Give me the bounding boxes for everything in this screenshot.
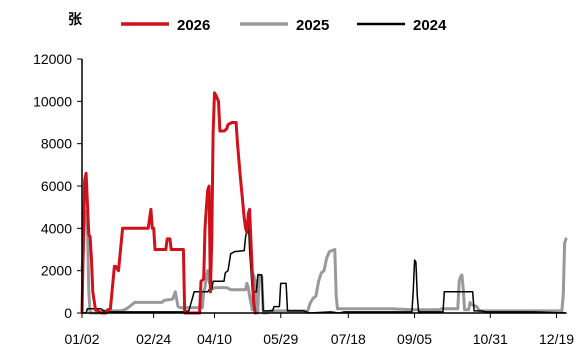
x-tick-label: 02/24 xyxy=(136,331,171,347)
y-tick-label: 4000 xyxy=(41,220,72,236)
series-line-2025 xyxy=(80,209,568,315)
series-layer xyxy=(80,91,568,315)
x-tick-label: 12/19 xyxy=(539,331,574,347)
y-axis-unit-label: 张 xyxy=(68,12,83,28)
y-tick-label: 0 xyxy=(64,305,72,321)
x-tick-label: 10/31 xyxy=(473,331,508,347)
x-tick-label: 05/29 xyxy=(263,331,298,347)
y-tick-label: 10000 xyxy=(33,93,72,109)
legend-label-2025: 2025 xyxy=(296,17,329,34)
legend-label-2026: 2026 xyxy=(177,17,210,34)
x-tick-label: 01/02 xyxy=(64,331,99,347)
series-line-2026 xyxy=(80,91,257,315)
y-tick-label: 6000 xyxy=(41,178,72,194)
y-tick-label: 8000 xyxy=(41,136,72,152)
series-line-2024 xyxy=(81,217,567,314)
x-tick-label: 09/05 xyxy=(397,331,432,347)
x-tick-label: 07/18 xyxy=(331,331,366,347)
legend: 2026 2025 2024 xyxy=(121,17,447,34)
y-axis: 0 2000 4000 6000 8000 10000 12000 xyxy=(33,51,82,321)
x-axis: 01/02 02/24 04/10 05/29 07/18 09/05 10/31 12/19 xyxy=(64,313,574,347)
x-tick-label: 04/10 xyxy=(197,331,232,347)
y-tick-label: 2000 xyxy=(41,263,72,279)
legend-label-2024: 2024 xyxy=(413,17,447,34)
y-tick-label: 12000 xyxy=(33,51,72,67)
